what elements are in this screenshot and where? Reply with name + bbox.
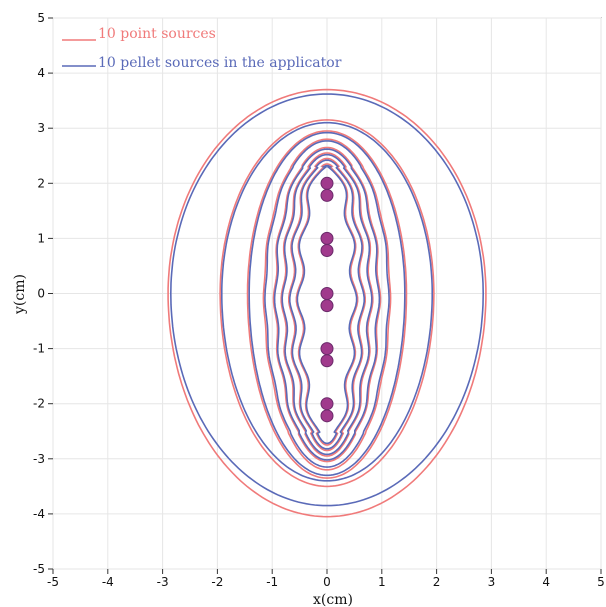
- x-tick-label: -1: [266, 575, 278, 589]
- x-tick-label: 1: [378, 575, 386, 589]
- y-tick-label: 3: [37, 121, 45, 135]
- isodose-contour: [264, 140, 390, 468]
- y-tick-label: -2: [33, 397, 45, 411]
- isodose-contour: [219, 119, 435, 488]
- y-tick-label: 2: [37, 176, 45, 190]
- isodose-contour: [280, 152, 374, 457]
- series-pellet-sources: [169, 93, 485, 507]
- x-axis-title: x(cm): [313, 592, 353, 607]
- y-tick-label: -3: [33, 452, 45, 466]
- isodose-contour: [289, 159, 365, 450]
- isodose-contour: [246, 130, 408, 479]
- source-marker: [320, 188, 334, 202]
- x-tick-label: -3: [157, 575, 169, 589]
- source-marker: [320, 342, 334, 356]
- source-marker: [320, 231, 334, 245]
- isodose-contour: [262, 138, 392, 471]
- y-axis-title: y(cm): [12, 274, 28, 315]
- y-tick-label: -4: [33, 507, 45, 521]
- isodose-contour: [273, 148, 381, 461]
- isodose-contour: [296, 164, 358, 445]
- y-tick-label: 1: [37, 231, 45, 245]
- contour-lines: [167, 88, 487, 518]
- x-tick-label: 2: [433, 575, 441, 589]
- isodose-contour: [167, 88, 487, 518]
- legend: 10 point sources 10 pellet sources in th…: [62, 26, 342, 71]
- x-tick-label: 3: [488, 575, 496, 589]
- legend-label-point-sources: 10 point sources: [98, 26, 216, 42]
- x-tick-label: 5: [597, 575, 605, 589]
- isodose-contour: [169, 93, 485, 507]
- x-tick-label: -2: [211, 575, 223, 589]
- isodose-contour: [288, 157, 366, 452]
- source-marker: [320, 397, 334, 411]
- source-marker: [320, 409, 334, 423]
- x-tick-label: -5: [47, 575, 59, 589]
- y-tick-label: 0: [37, 287, 45, 301]
- x-tick-label: 0: [323, 575, 331, 589]
- source-marker: [320, 176, 334, 190]
- source-marker: [320, 287, 334, 300]
- source-marker: [320, 354, 334, 368]
- source-marker: [320, 244, 334, 258]
- isodose-contour: [221, 121, 433, 482]
- axis-ticks: -5 -4 -3 -2 -1 0 1 2 3 4 5 -5 -4 -3 -2 -1 0 1 2 3 4 5: [33, 11, 605, 589]
- isodose-contour: [248, 131, 406, 477]
- y-tick-label: -5: [33, 562, 45, 576]
- y-tick-label: 5: [37, 11, 45, 25]
- isodose-contour: [281, 153, 373, 456]
- source-markers: [320, 176, 334, 423]
- source-marker: [320, 299, 334, 313]
- y-tick-label: 4: [37, 66, 45, 80]
- x-tick-label: 4: [542, 575, 550, 589]
- y-tick-label: -1: [33, 342, 45, 356]
- x-tick-label: -4: [102, 575, 114, 589]
- isodose-contour: [295, 163, 359, 446]
- legend-label-pellet-sources: 10 pellet sources in the applicator: [98, 55, 342, 71]
